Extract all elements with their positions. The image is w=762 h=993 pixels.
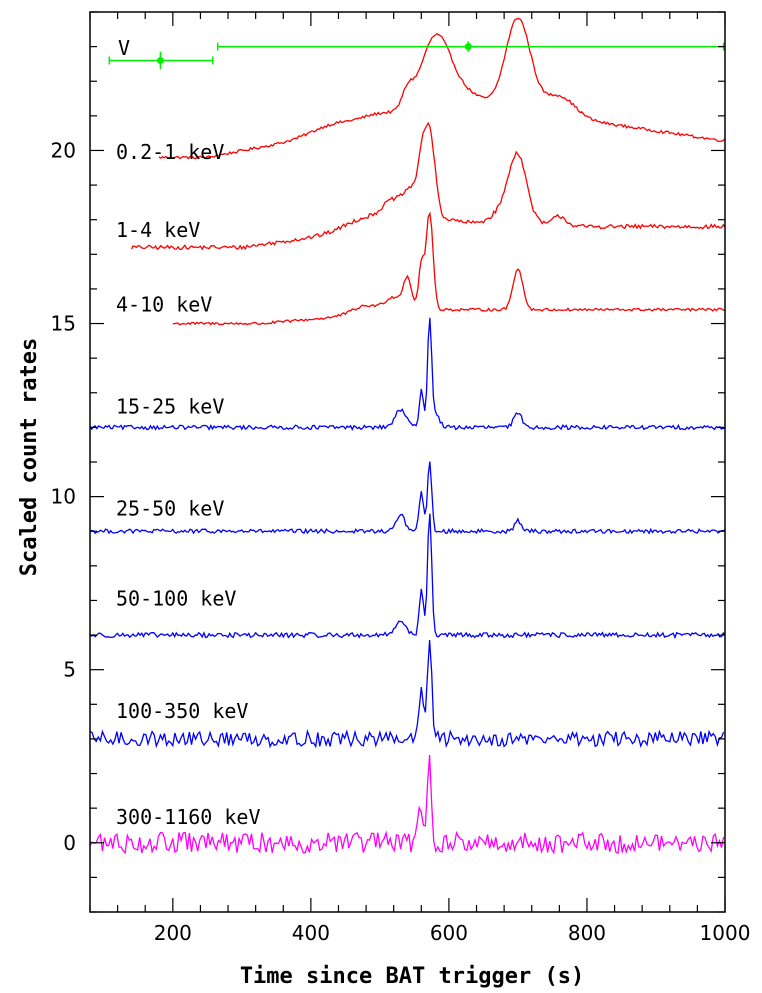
x-tick-label: 400 bbox=[292, 921, 330, 945]
y-tick-label: 5 bbox=[63, 658, 76, 682]
series-line bbox=[89, 754, 725, 855]
series-line bbox=[158, 17, 726, 160]
series-label: 50-100 keV bbox=[116, 587, 236, 611]
x-tick-label: 200 bbox=[154, 921, 192, 945]
optical-point bbox=[464, 43, 472, 51]
series-label: 300-1160 keV bbox=[116, 805, 261, 829]
y-axis-title: Scaled count rates bbox=[17, 338, 42, 576]
light-curves bbox=[89, 17, 726, 855]
x-tick-label: 800 bbox=[568, 921, 606, 945]
series-line bbox=[89, 461, 726, 535]
y-tick-label: 10 bbox=[51, 485, 76, 509]
series-label: 100-350 keV bbox=[116, 699, 248, 723]
band-labels: 0.2-1 keV 1-4 keV 4-10 keV 15-25 keV 25-50 k… bbox=[116, 140, 261, 829]
series-line bbox=[172, 211, 726, 326]
series-label: 25-50 keV bbox=[116, 497, 224, 521]
series-label: 4-10 keV bbox=[116, 293, 212, 317]
y-tick-label: 20 bbox=[51, 138, 76, 162]
x-tick-label: 1000 bbox=[700, 921, 751, 945]
series-label: 1-4 keV bbox=[116, 218, 200, 242]
series-line bbox=[89, 317, 726, 431]
x-axis-title: Time since BAT trigger (s) bbox=[240, 964, 584, 989]
optical-point bbox=[156, 56, 164, 64]
optical-band-label: V bbox=[118, 36, 130, 60]
series-label: 0.2-1 keV bbox=[116, 140, 224, 164]
y-tick-label: 15 bbox=[51, 312, 76, 336]
series-line bbox=[89, 513, 726, 640]
axes: 200 400 600 800 1000 0 5 10 15 20 bbox=[51, 11, 751, 945]
series-label: 15-25 keV bbox=[116, 395, 224, 419]
y-tick-label: 0 bbox=[63, 831, 76, 855]
optical-band-group: V bbox=[108, 36, 725, 70]
series-line bbox=[89, 639, 725, 749]
series-line bbox=[130, 121, 726, 251]
x-tick-label: 600 bbox=[430, 921, 468, 945]
